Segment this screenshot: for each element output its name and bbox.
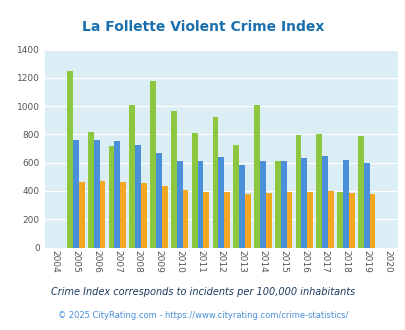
Bar [197, 161, 203, 248]
Bar [135, 145, 141, 248]
Bar [182, 189, 188, 248]
Bar [94, 140, 99, 248]
Bar [239, 165, 244, 248]
Bar [233, 145, 239, 248]
Bar [99, 181, 105, 248]
Bar [357, 137, 363, 248]
Bar [363, 163, 369, 248]
Bar [67, 71, 73, 248]
Bar [322, 156, 327, 248]
Bar [120, 182, 126, 248]
Bar [244, 194, 250, 248]
Bar [129, 105, 135, 248]
Bar [286, 192, 292, 248]
Bar [254, 105, 259, 248]
Bar [224, 192, 229, 248]
Bar [315, 134, 322, 248]
Bar [280, 160, 286, 248]
Bar [156, 153, 162, 248]
Bar [141, 183, 147, 248]
Bar [369, 194, 375, 248]
Text: © 2025 CityRating.com - https://www.cityrating.com/crime-statistics/: © 2025 CityRating.com - https://www.city… [58, 311, 347, 320]
Text: Crime Index corresponds to incidents per 100,000 inhabitants: Crime Index corresponds to incidents per… [51, 287, 354, 297]
Bar [342, 160, 348, 248]
Bar [171, 111, 176, 248]
Bar [337, 192, 342, 248]
Bar [203, 192, 209, 248]
Bar [265, 193, 271, 248]
Bar [114, 141, 120, 248]
Bar [307, 192, 312, 248]
Bar [295, 135, 301, 248]
Text: La Follette Violent Crime Index: La Follette Violent Crime Index [82, 20, 323, 34]
Bar [162, 186, 167, 248]
Bar [348, 193, 354, 248]
Bar [150, 81, 156, 248]
Bar [259, 160, 265, 248]
Bar [176, 161, 182, 248]
Bar [327, 191, 333, 248]
Bar [87, 132, 94, 248]
Bar [218, 157, 224, 248]
Bar [212, 117, 218, 248]
Bar [73, 140, 79, 248]
Bar [274, 160, 280, 248]
Bar [301, 158, 307, 248]
Bar [191, 133, 197, 248]
Bar [79, 182, 84, 248]
Bar [109, 146, 114, 248]
